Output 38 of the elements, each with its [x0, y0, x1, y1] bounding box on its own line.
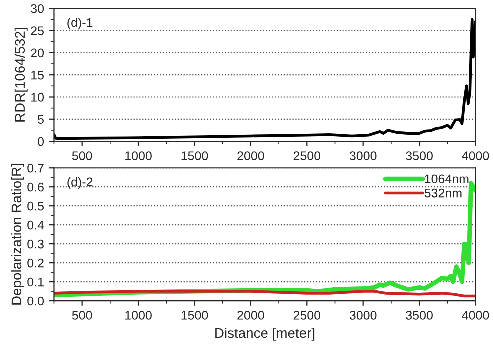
y-tick-label: 30 — [31, 4, 44, 14]
x-tick-label: 1500 — [182, 152, 208, 160]
annotation: (d)-2 — [68, 177, 93, 190]
x-tick-label: 1000 — [126, 152, 152, 160]
y-tick-label: 0.0 — [28, 296, 44, 306]
legend-label: 532nm — [424, 188, 462, 198]
x-tick-label: 2000 — [238, 311, 264, 320]
x-tick-label: 4000 — [462, 152, 490, 160]
x-axis-title: Distance [meter] — [216, 328, 315, 341]
x-tick-label: 3000 — [350, 152, 377, 160]
x-tick-label: 2000 — [238, 152, 264, 160]
x-tick-label: 3000 — [350, 311, 377, 320]
y-tick-label: 5 — [38, 115, 44, 124]
y-tick-label: 0.2 — [28, 258, 44, 268]
y-tick-label: 0.3 — [28, 240, 44, 249]
x-tick-label: 500 — [72, 311, 92, 320]
y-tick-label: 0.1 — [28, 278, 44, 287]
x-tick-label: 500 — [72, 152, 92, 160]
x-tick-label: 3500 — [406, 152, 433, 160]
legend-label: 1064nm — [425, 174, 469, 184]
y-tick-label: 0.4 — [28, 220, 44, 230]
x-tick-label: 2500 — [294, 311, 321, 320]
y-tick-label: 20 — [31, 48, 44, 58]
annotation: (d)-1 — [68, 18, 93, 30]
x-tick-label: 2500 — [294, 152, 321, 160]
x-tick-label: 1500 — [182, 311, 208, 320]
y-tick-label: 15 — [32, 71, 44, 80]
x-tick-label: 1000 — [126, 311, 152, 320]
y-tick-label: 0.7 — [28, 164, 44, 173]
x-tick-label: 3500 — [406, 311, 433, 320]
y-tick-label: 25 — [31, 26, 44, 36]
y-axis-title: RDR[1064/532] — [14, 28, 28, 122]
y-tick-label: 0.6 — [28, 182, 44, 192]
y-tick-label: 0 — [38, 137, 44, 146]
y-tick-label: 10 — [32, 93, 44, 102]
x-tick-label: 4000 — [462, 311, 490, 320]
y-axis-title: Depolarization Ratio[R] — [11, 164, 24, 305]
y-tick-label: 0.5 — [28, 202, 44, 211]
